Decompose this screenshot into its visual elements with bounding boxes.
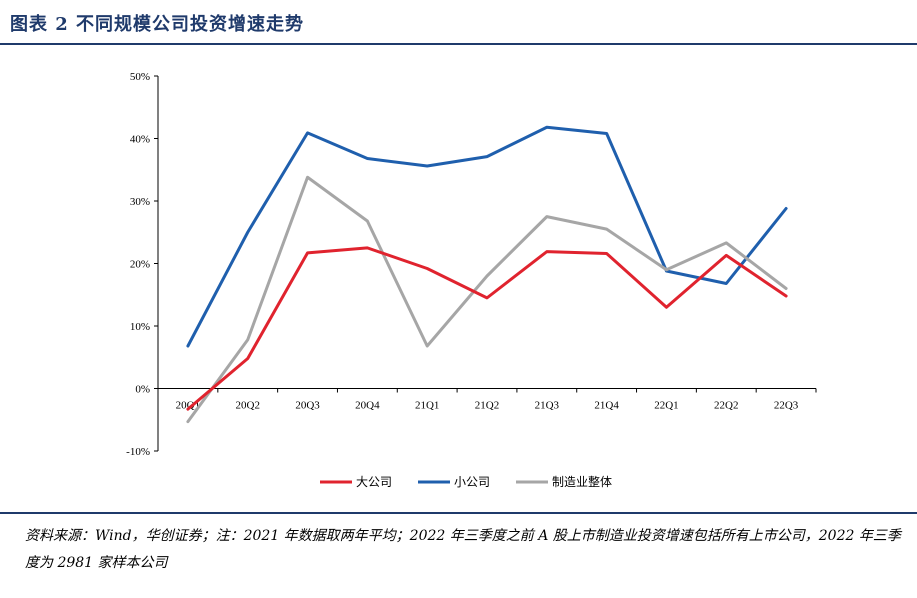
series-line-3 (186, 175, 788, 424)
legend-label-2: 小公司 (454, 475, 490, 489)
y-tick-label: 50% (130, 71, 150, 83)
chart-series (186, 125, 788, 424)
x-tick-label: 20Q2 (236, 400, 260, 412)
series-line-2 (186, 125, 788, 348)
legend-label-1: 大公司 (356, 475, 392, 489)
title-bar: 图表 2 不同规模公司投资增速走势 (0, 0, 917, 44)
y-tick-label: 40% (130, 134, 150, 146)
line-chart: -10%0%10%20%30%40%50%20Q1 20Q2 20Q3 20Q4 21Q… (126, 71, 817, 489)
chart-axes: -10%0%10%20%30%40%50%20Q1 20Q2 20Q3 20Q4 21Q… (126, 71, 817, 458)
title-divider (0, 43, 917, 45)
x-tick-label: 20Q4 (355, 400, 380, 412)
series-line-1 (186, 246, 788, 411)
legend-label-3: 制造业整体 (552, 474, 612, 489)
figure-title: 图表 2 不同规模公司投资增速走势 (10, 14, 305, 35)
x-tick-label: 21Q1 (415, 400, 439, 412)
x-tick-label: 22Q2 (714, 400, 738, 412)
x-tick-label: 21Q4 (594, 400, 619, 412)
footer-divider (0, 512, 917, 514)
y-tick-label: 0% (135, 384, 150, 396)
source-note: 资料来源：Wind，华创证券；注：2021 年数据取两年平均；2022 年三季度… (25, 528, 901, 571)
x-tick-label: 22Q1 (654, 400, 678, 412)
y-tick-label: 10% (130, 321, 150, 333)
x-tick-label: 21Q2 (475, 400, 499, 412)
chart-legend: 大公司 小公司 制造业整体 (320, 474, 612, 489)
y-tick-label: 30% (130, 196, 150, 208)
y-tick-label: -10% (126, 446, 150, 458)
y-tick-label: 20% (130, 259, 150, 271)
x-tick-label: 21Q3 (535, 400, 560, 412)
x-tick-label: 20Q3 (295, 400, 320, 412)
x-tick-label: 22Q3 (774, 400, 799, 412)
